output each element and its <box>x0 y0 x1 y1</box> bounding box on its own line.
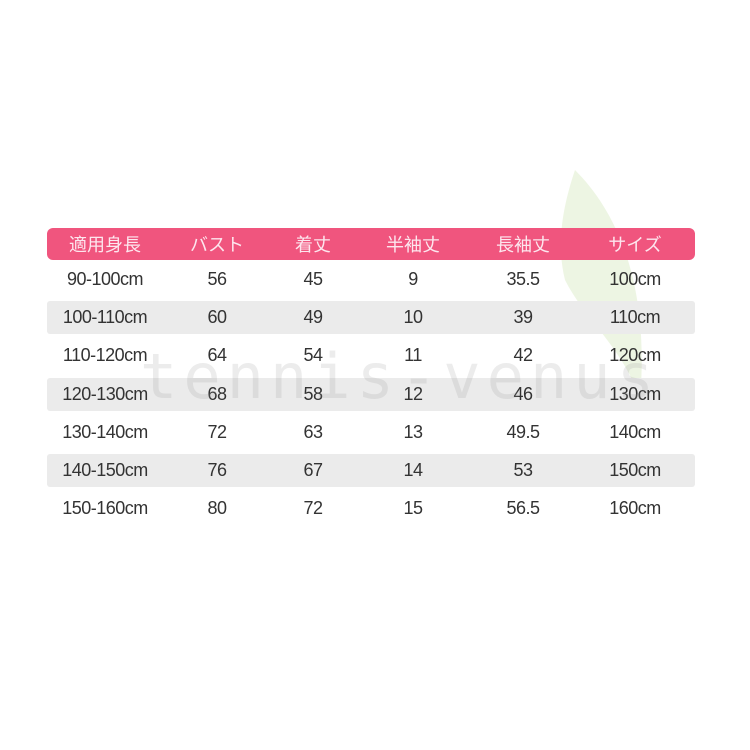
table-cell: 130-140cm <box>62 421 148 442</box>
table-cell: 49 <box>303 307 323 327</box>
table-cell: 54 <box>303 345 323 366</box>
table-cell: 110cm <box>609 307 661 327</box>
table-row: 150-160cm 80 72 15 56.5 160cm <box>47 490 695 529</box>
table-cell: 9 <box>408 268 418 289</box>
table-cell: 13 <box>403 421 423 442</box>
table-cell: 58 <box>303 383 323 404</box>
table-cell: 67 <box>303 460 323 480</box>
table-cell: 80 <box>207 498 227 519</box>
header-cell: 適用身長 <box>69 235 141 256</box>
table-row: 100-110cm 60 49 10 39 110cm <box>47 301 695 334</box>
table-row: 90-100cm 56 45 9 35.5 100cm <box>47 260 695 299</box>
table-cell: 110-120cm <box>62 345 148 366</box>
table-cell: 100-110cm <box>62 307 148 327</box>
table-cell: 68 <box>207 383 227 404</box>
table-row: 140-150cm 76 67 14 53 150cm <box>47 454 695 487</box>
table-cell: 56 <box>207 268 227 289</box>
table-cell: 60 <box>207 307 227 327</box>
leaf-decoration <box>560 170 642 400</box>
table-cell: 64 <box>207 345 227 366</box>
table-cell: 160cm <box>609 498 661 519</box>
table-header: 適用身長 バスト 着丈 半袖丈 長袖丈 サイズ <box>47 228 695 260</box>
table-cell: 72 <box>207 421 227 442</box>
table-cell: 15 <box>403 498 423 519</box>
table-row: 130-140cm 72 63 13 49.5 140cm <box>47 413 695 452</box>
size-table: 適用身長 バスト 着丈 半袖丈 長袖丈 サイズ 90-100cm 56 45 9 35.… <box>47 228 695 528</box>
table-cell: 45 <box>303 268 323 289</box>
table-cell: 150-160cm <box>62 498 148 519</box>
table-cell: 130cm <box>609 383 661 404</box>
table-cell: 14 <box>403 460 423 480</box>
table-cell: 10 <box>403 307 423 327</box>
table-cell: 35.5 <box>506 268 540 289</box>
header-cell: 半袖丈 <box>386 235 440 256</box>
table-cell: 11 <box>404 345 422 366</box>
table-cell: 46 <box>513 383 533 404</box>
table-cell: 39 <box>513 307 533 327</box>
table-cell: 56.5 <box>506 498 540 519</box>
header-cell: 長袖丈 <box>496 235 550 256</box>
table-cell: 12 <box>403 383 423 404</box>
table-cell: 42 <box>513 345 533 366</box>
table-cell: 63 <box>303 421 323 442</box>
table-cell: 150cm <box>609 460 661 480</box>
table-cell: 140cm <box>609 421 661 442</box>
table-cell: 72 <box>303 498 323 519</box>
table-row: 120-130cm 68 58 12 46 130cm <box>47 377 695 411</box>
table-cell: 140-150cm <box>62 460 148 480</box>
table-cell: 49.5 <box>506 421 540 442</box>
header-cell: サイズ <box>608 235 662 256</box>
header-cell: バスト <box>190 235 244 256</box>
header-cell: 着丈 <box>295 235 331 256</box>
table-cell: 90-100cm <box>66 268 144 289</box>
table-cell: 100cm <box>609 268 661 289</box>
table-cell: 120cm <box>609 345 661 366</box>
table-cell: 120-130cm <box>62 383 148 404</box>
table-row: 110-120cm 64 54 11 42 120cm <box>47 337 695 376</box>
table-cell: 53 <box>513 460 533 480</box>
table-cell: 76 <box>207 460 227 480</box>
